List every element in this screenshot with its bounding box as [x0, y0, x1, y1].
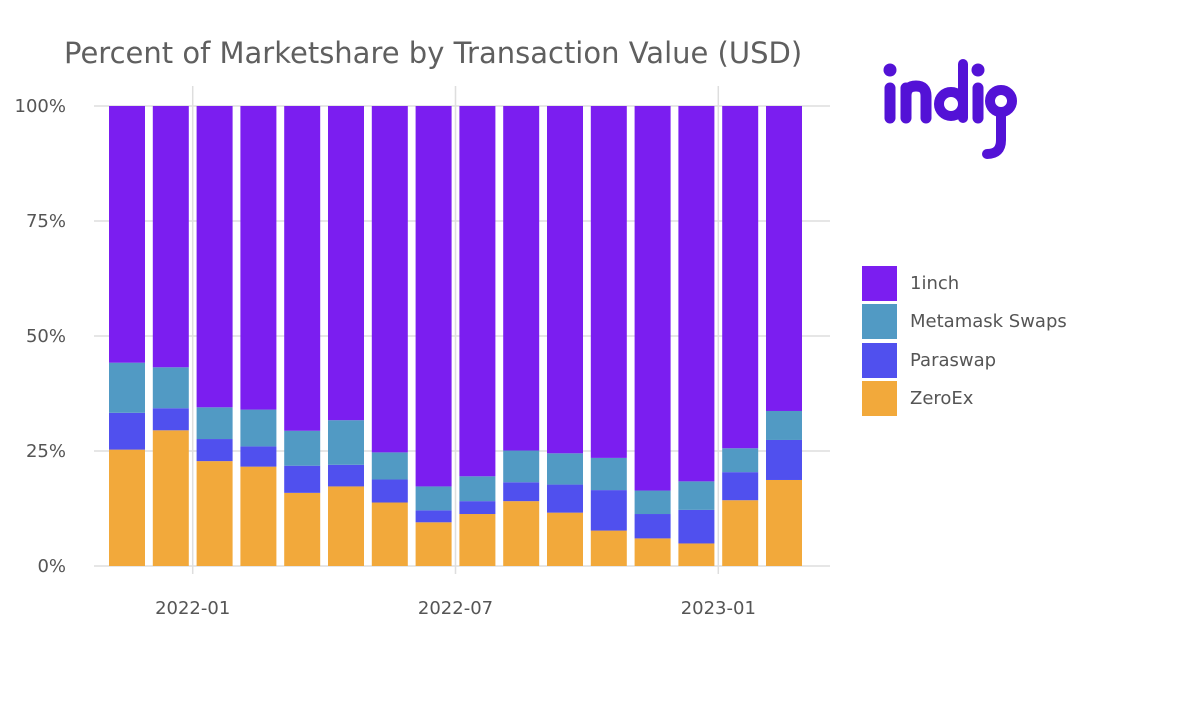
bar-segment-zeroex: [547, 512, 583, 566]
x-tick-label: 2022-07: [418, 598, 493, 619]
bar-segment-paraswap: [196, 439, 233, 462]
bar-segment-zeroex: [371, 502, 408, 566]
bar-segment-zeroex: [590, 530, 627, 566]
bar-segment-1inch: [590, 106, 627, 458]
bar-segment-metamask-swaps: [766, 410, 802, 440]
bar-segment-paraswap: [240, 446, 277, 467]
legend-item: 1inch: [862, 264, 1067, 303]
bar-segment-paraswap: [547, 484, 583, 513]
bar-segment-1inch: [284, 106, 321, 431]
bar-segment-1inch: [722, 106, 759, 449]
bar-segment-1inch: [109, 106, 145, 363]
bar-segment-zeroex: [328, 486, 364, 566]
legend-label: Paraswap: [910, 349, 997, 371]
chart-legend: 1inch Metamask Swaps Paraswap ZeroEx: [862, 264, 1067, 418]
bar-segment-paraswap: [328, 464, 364, 487]
bar-segment-metamask-swaps: [240, 409, 277, 447]
bar-segment-paraswap: [634, 514, 671, 539]
bar-segment-zeroex: [459, 514, 496, 566]
bar-segment-1inch: [196, 106, 233, 408]
bar-segment-zeroex: [634, 538, 671, 566]
bar-segment-1inch: [459, 106, 496, 477]
bar-segment-paraswap: [766, 439, 802, 480]
bar-segment-metamask-swaps: [371, 452, 408, 480]
bar-segment-zeroex: [196, 461, 233, 566]
legend-item: Metamask Swaps: [862, 303, 1067, 342]
bar-segment-metamask-swaps: [634, 490, 671, 515]
bar-segment-metamask-swaps: [109, 362, 145, 413]
y-tick-label: 50%: [26, 326, 66, 347]
bar-segment-1inch: [328, 106, 364, 421]
bar-segment-1inch: [678, 106, 715, 482]
bar-segment-metamask-swaps: [284, 430, 321, 466]
bar-segment-metamask-swaps: [678, 481, 715, 510]
bar-segment-metamask-swaps: [459, 476, 496, 502]
bar-segment-paraswap: [284, 465, 321, 493]
bar-segment-1inch: [634, 106, 671, 491]
bar-segment-1inch: [415, 106, 452, 487]
bar-segment-1inch: [503, 106, 540, 451]
bar-segment-paraswap: [371, 479, 408, 503]
bar-segment-paraswap: [590, 490, 627, 531]
bar-segment-zeroex: [240, 466, 277, 566]
bar-segment-paraswap: [459, 501, 496, 515]
legend-item: Paraswap: [862, 341, 1067, 380]
bar-segment-paraswap: [678, 509, 715, 544]
bar-segment-paraswap: [109, 412, 145, 450]
legend-swatch: [862, 304, 897, 340]
bar-segment-metamask-swaps: [415, 486, 452, 511]
bar-segment-zeroex: [503, 501, 540, 566]
bar-segment-metamask-swaps: [196, 407, 233, 440]
y-tick-label: 25%: [26, 441, 66, 462]
bar-segment-zeroex: [722, 500, 759, 566]
axis-labels: 0% 25% 50% 75% 100% 2022-01 2022-07 2023-01: [15, 96, 756, 619]
bar-segment-1inch: [766, 106, 802, 411]
y-tick-label: 0%: [37, 556, 66, 577]
chart-title: Percent of Marketshare by Transaction Va…: [64, 36, 803, 70]
legend-label: 1inch: [910, 272, 960, 294]
legend-swatch: [862, 342, 897, 378]
bar-segment-metamask-swaps: [152, 367, 189, 409]
bar-segment-zeroex: [284, 492, 321, 566]
bar-segment-paraswap: [503, 482, 540, 502]
bar-segment-zeroex: [678, 543, 715, 566]
bar-segment-paraswap: [415, 510, 452, 523]
bar-segment-metamask-swaps: [328, 420, 364, 465]
bar-segment-1inch: [371, 106, 408, 453]
bar-segment-metamask-swaps: [547, 453, 583, 485]
y-tick-label: 75%: [26, 211, 66, 232]
x-tick-label: 2022-01: [155, 598, 230, 619]
legend-swatch: [862, 381, 897, 417]
legend-label: ZeroEx: [910, 388, 974, 410]
bar-segment-paraswap: [722, 472, 759, 501]
bar-segment-zeroex: [415, 522, 452, 566]
bar-segment-1inch: [240, 106, 277, 410]
bar-segment-paraswap: [152, 408, 189, 431]
indigo-logo-icon: [883, 59, 1017, 159]
legend-item: ZeroEx: [862, 380, 1067, 419]
bar-segment-metamask-swaps: [503, 450, 540, 483]
bar-segment-zeroex: [766, 479, 802, 566]
bar-segment-zeroex: [152, 430, 189, 566]
bar-segment-metamask-swaps: [722, 448, 759, 473]
legend-swatch: [862, 265, 897, 301]
bar-segment-1inch: [547, 106, 583, 454]
legend-label: Metamask Swaps: [910, 311, 1067, 333]
indigo-wordmark-icon: [883, 59, 1017, 159]
bar-segment-1inch: [152, 106, 189, 368]
bar-segment-zeroex: [109, 449, 145, 566]
y-tick-label: 100%: [15, 96, 66, 117]
bar-segment-metamask-swaps: [590, 457, 627, 491]
x-tick-label: 2023-01: [681, 598, 756, 619]
bars: [109, 106, 802, 566]
